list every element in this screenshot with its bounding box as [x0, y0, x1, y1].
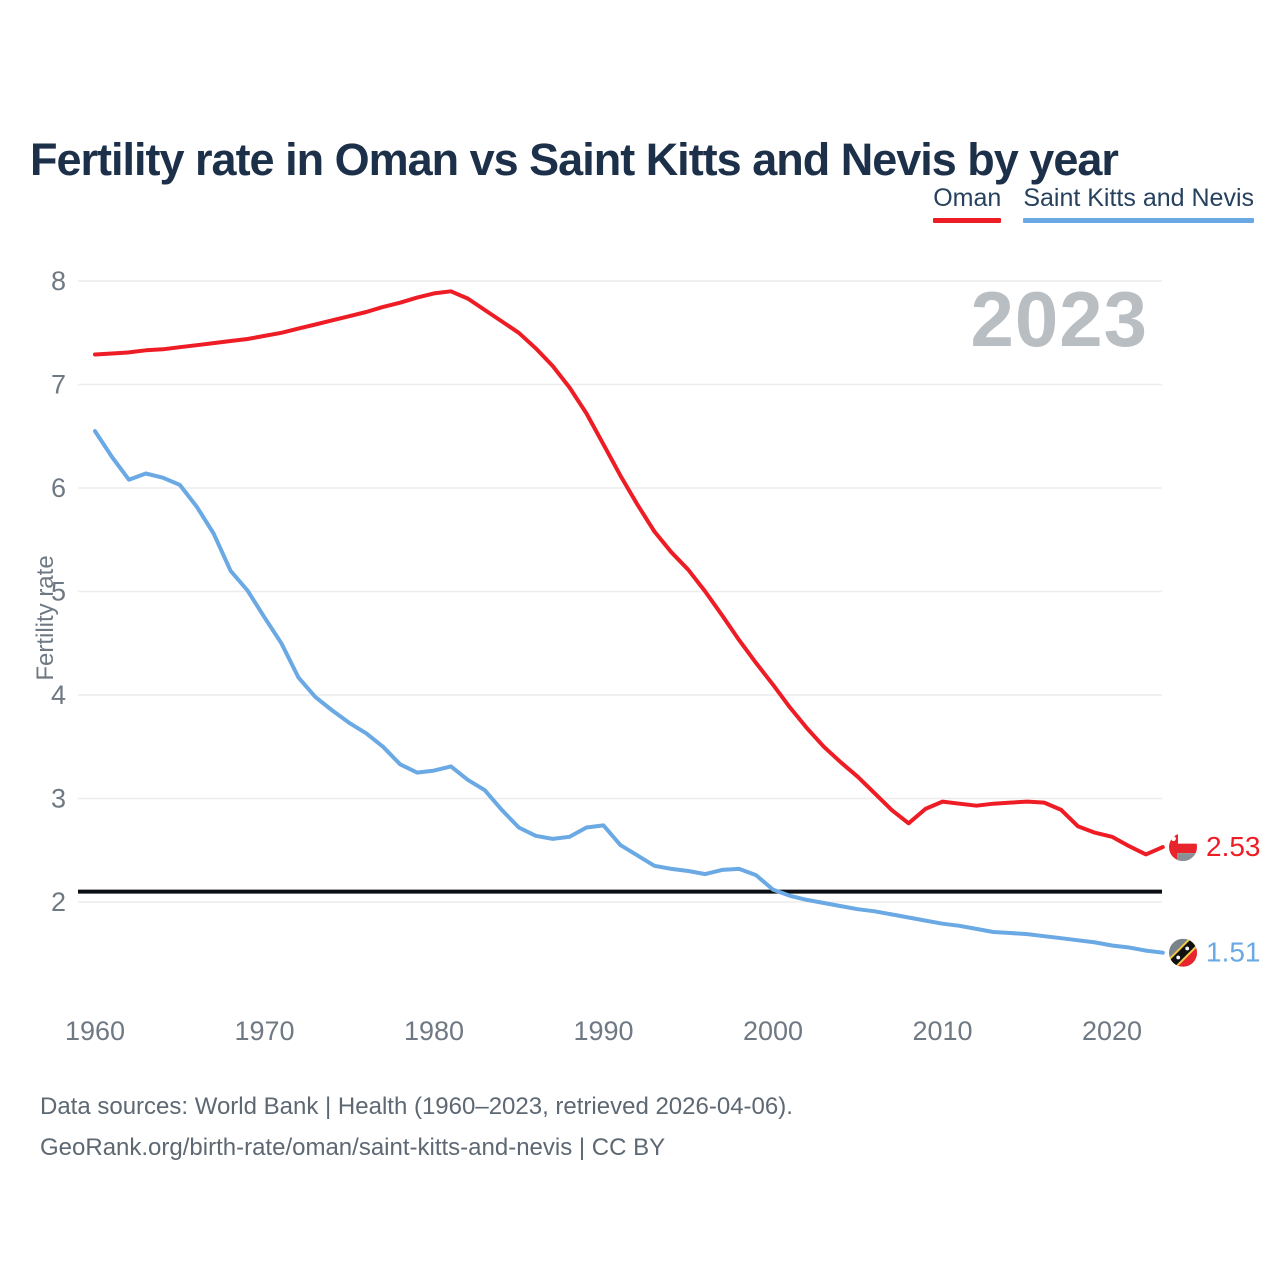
page-title: Fertility rate in Oman vs Saint Kitts an… [30, 134, 1119, 186]
series-line-saint-kitts-and-nevis[interactable] [93, 429, 1165, 955]
series-line-oman[interactable] [93, 289, 1165, 857]
legend-label-oman: Oman [933, 184, 1002, 212]
legend-item-saint-kitts-and-nevis[interactable]: Saint Kitts and Nevis [1023, 184, 1254, 223]
legend-label-saint-kitts-and-nevis: Saint Kitts and Nevis [1023, 184, 1254, 212]
y-tick-label: 6 [51, 473, 66, 503]
y-tick-label: 5 [51, 577, 66, 607]
year-watermark: 2023 [970, 275, 1148, 363]
oman-flag-icon [1169, 833, 1197, 862]
legend-item-oman[interactable]: Oman [933, 184, 1002, 223]
y-tick-label: 2 [51, 887, 66, 917]
x-tick-label: 1970 [234, 1016, 294, 1046]
end-value-label-saint-kitts-and-nevis: 1.51 [1206, 937, 1261, 968]
end-value-label-oman: 2.53 [1206, 831, 1261, 862]
x-tick-label: 1960 [65, 1016, 125, 1046]
y-tick-label: 4 [51, 680, 66, 710]
y-tick-label: 3 [51, 784, 66, 814]
data-sources-text: Data sources: World Bank | Health (1960–… [40, 1093, 793, 1120]
legend: Oman Saint Kitts and Nevis [933, 184, 1254, 223]
saint-kitts-and-nevis-flag-icon [1169, 938, 1197, 967]
y-tick-label: 8 [51, 266, 66, 296]
x-tick-label: 1980 [404, 1016, 464, 1046]
attribution-text: GeoRank.org/birth-rate/oman/saint-kitts-… [40, 1134, 666, 1161]
x-tick-label: 2000 [743, 1016, 803, 1046]
y-tick-label: 7 [51, 370, 66, 400]
x-tick-label: 2010 [912, 1016, 972, 1046]
x-tick-label: 2020 [1082, 1016, 1142, 1046]
x-tick-label: 1990 [573, 1016, 633, 1046]
legend-color-bar-oman [933, 218, 1002, 223]
legend-color-bar-saint-kitts-and-nevis [1023, 218, 1254, 223]
footer: Data sources: World Bank | Health (1960–… [40, 1086, 793, 1168]
